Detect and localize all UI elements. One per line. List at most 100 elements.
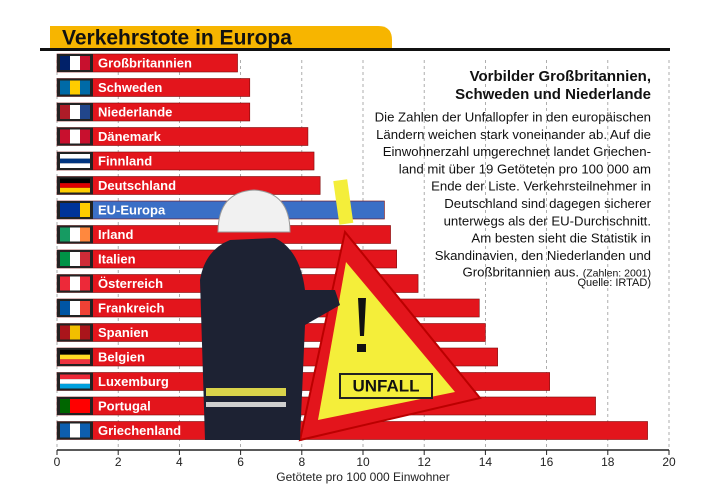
- flag-stripe: [80, 105, 90, 119]
- x-tick-label: 2: [115, 455, 122, 469]
- flag-stripe: [60, 325, 70, 340]
- category-label: Finnland: [98, 153, 152, 168]
- annotation-note: (Zahlen: 2001): [583, 267, 651, 279]
- flag-stripe: [60, 154, 90, 159]
- flag: [333, 179, 354, 225]
- flag-stripe: [70, 252, 80, 266]
- flag-stripe: [60, 56, 70, 70]
- reflective-stripe: [206, 388, 286, 396]
- flag-stripe: [70, 129, 80, 144]
- category-label: Irland: [98, 227, 133, 242]
- category-label: EU-Europa: [98, 202, 166, 217]
- flag-stripe: [60, 163, 90, 168]
- category-label: Dänemark: [98, 129, 162, 144]
- annotation-heading: Schweden und Niederlande: [455, 86, 651, 103]
- flag-stripe: [60, 187, 90, 193]
- category-label: Schweden: [98, 80, 162, 95]
- annotation-body: Großbritannien aus. (Zahlen: 2001): [462, 265, 651, 280]
- flag-stripe: [70, 227, 80, 242]
- x-tick-label: 10: [356, 455, 370, 469]
- flag-stripe: [60, 105, 70, 119]
- flag-stripe: [60, 183, 90, 188]
- category-label: Luxemburg: [98, 374, 169, 389]
- flag-stripe: [70, 105, 80, 119]
- reflective-stripe: [206, 402, 286, 407]
- flag-stripe: [80, 227, 90, 242]
- flag-stripe: [80, 56, 90, 70]
- x-axis-label: Getötete pro 100 000 Einwohner: [276, 470, 449, 484]
- flag-stripe: [60, 374, 90, 380]
- flag-stripe: [60, 423, 70, 438]
- flag-stripe: [60, 203, 70, 217]
- source: Quelle: IRTAD): [577, 277, 651, 289]
- flag-stripe: [60, 350, 90, 355]
- annotation-body-line: Großbritannien aus.: [462, 265, 579, 280]
- category-label: Österreich: [98, 276, 163, 291]
- flag-stripe: [60, 80, 70, 95]
- flag-stripe: [80, 276, 90, 291]
- flag-stripe: [60, 399, 70, 413]
- flag-stripe: [80, 399, 90, 413]
- x-tick-label: 8: [298, 455, 305, 469]
- x-tick-label: 4: [176, 455, 183, 469]
- sign-plate: [339, 373, 433, 399]
- flag-stripe: [80, 423, 90, 438]
- x-tick-label: 16: [540, 455, 554, 469]
- annotation-body: Die Zahlen der Unfallopfer in den europä…: [375, 109, 651, 124]
- flag-stripe: [60, 276, 70, 291]
- annotation-body: Deutschland sind dagegen sicherer: [444, 196, 651, 211]
- flag-stripe: [60, 301, 70, 315]
- annotation-heading: Vorbilder Großbritannien,: [470, 68, 651, 85]
- flag-stripe: [70, 203, 80, 217]
- flag-stripe: [60, 379, 90, 384]
- category-label: Spanien: [98, 325, 149, 340]
- flag-stripe: [70, 301, 80, 315]
- x-tick-label: 20: [662, 455, 676, 469]
- photo: UNFALL: [200, 179, 482, 442]
- annotation-body: Ende der Liste. Verkehrsteilnehmer in: [431, 179, 651, 194]
- category-label: Niederlande: [98, 104, 172, 119]
- flag-stripe: [70, 56, 80, 70]
- category-label: Italien: [98, 251, 136, 266]
- x-tick-label: 18: [601, 455, 615, 469]
- flag-stripe: [70, 80, 80, 95]
- category-label: Deutschland: [98, 178, 176, 193]
- helmet: [217, 189, 291, 233]
- category-label: Belgien: [98, 349, 145, 364]
- flag-stripe: [80, 325, 90, 340]
- flag-stripe: [80, 301, 90, 315]
- flag-stripe: [60, 252, 70, 266]
- x-tick-label: 12: [418, 455, 432, 469]
- annotation-body: Ländern weichen stark voneinander ab. Au…: [376, 127, 651, 142]
- flag-stripe: [70, 276, 80, 291]
- annotation: Vorbilder Großbritannien,Schweden und Ni…: [375, 68, 652, 289]
- title-banner: [50, 26, 392, 50]
- flag-stripe: [70, 325, 80, 340]
- category-label: Großbritannien: [98, 55, 192, 70]
- sign-text: UNFALL: [352, 376, 419, 395]
- flag-stripe: [60, 354, 90, 360]
- annotation-body: unterwegs als der EU-Durchschnitt.: [444, 213, 651, 228]
- bar: [56, 176, 321, 195]
- flag-stripe: [60, 178, 90, 184]
- annotation-body: land mit über 19 Getöteten pro 100 000 a…: [399, 161, 651, 176]
- x-tick-label: 0: [54, 455, 61, 469]
- flag-stripe: [70, 399, 80, 413]
- bar: [56, 127, 309, 146]
- x-tick-label: 6: [237, 455, 244, 469]
- category-label: Portugal: [98, 398, 151, 413]
- annotation-body: Am besten sieht die Statistik in: [471, 231, 651, 246]
- flag-stripe: [60, 383, 90, 389]
- flag-stripe: [80, 252, 90, 266]
- exclamation: [357, 298, 366, 352]
- flag-stripe: [60, 359, 90, 364]
- annotation-body: Skandinavien, den Niederlanden und: [435, 248, 651, 263]
- x-tick-label: 14: [479, 455, 493, 469]
- chart-title: Verkehrstote in Europa: [62, 27, 292, 50]
- title-rule: [40, 48, 670, 51]
- annotation-body: Einwohnerzahl umgerechnet landet Grieche…: [383, 144, 651, 159]
- flag-stripe: [60, 227, 70, 242]
- flag-stripe: [60, 158, 90, 164]
- bar: [56, 151, 315, 171]
